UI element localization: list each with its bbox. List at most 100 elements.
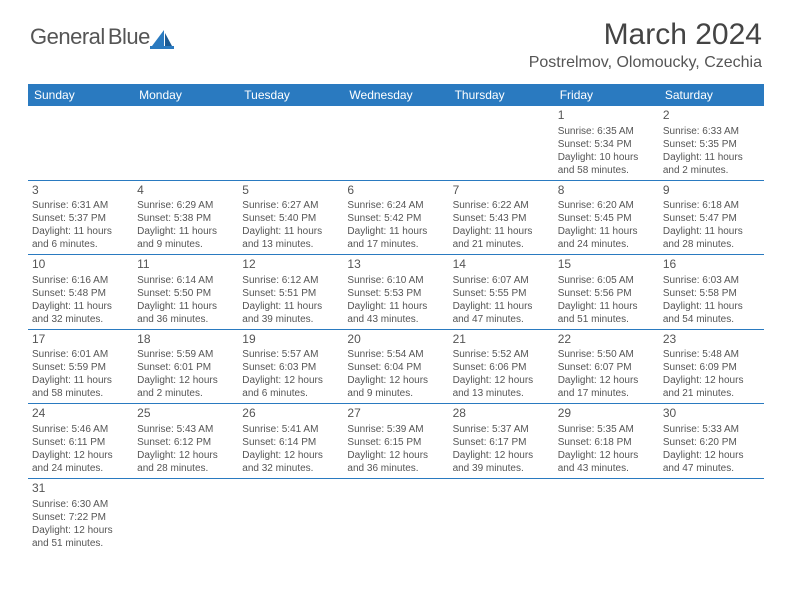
day-cell: 14Sunrise: 6:07 AMSunset: 5:55 PMDayligh… xyxy=(449,255,554,329)
day-number: 16 xyxy=(663,257,760,273)
day-number: 3 xyxy=(32,183,129,199)
sunrise-text: Sunrise: 6:20 AM xyxy=(558,199,655,212)
title-block: March 2024 Postrelmov, Olomoucky, Czechi… xyxy=(529,18,762,72)
sunrise-text: Sunrise: 6:05 AM xyxy=(558,274,655,287)
sunset-text: Sunset: 6:01 PM xyxy=(137,361,234,374)
sunset-text: Sunset: 5:47 PM xyxy=(663,212,760,225)
day-number: 4 xyxy=(137,183,234,199)
logo-word-general: General xyxy=(30,24,105,49)
day-cell: 13Sunrise: 6:10 AMSunset: 5:53 PMDayligh… xyxy=(343,255,448,329)
week-row: 10Sunrise: 6:16 AMSunset: 5:48 PMDayligh… xyxy=(28,255,764,330)
sunrise-text: Sunrise: 5:41 AM xyxy=(242,423,339,436)
sunrise-text: Sunrise: 6:14 AM xyxy=(137,274,234,287)
daylight-text: Daylight: 11 hours and 47 minutes. xyxy=(453,300,550,326)
sunrise-text: Sunrise: 6:12 AM xyxy=(242,274,339,287)
daylight-text: Daylight: 11 hours and 6 minutes. xyxy=(32,225,129,251)
day-cell: 22Sunrise: 5:50 AMSunset: 6:07 PMDayligh… xyxy=(554,330,659,404)
day-cell: 21Sunrise: 5:52 AMSunset: 6:06 PMDayligh… xyxy=(449,330,554,404)
day-number: 20 xyxy=(347,332,444,348)
daylight-text: Daylight: 11 hours and 51 minutes. xyxy=(558,300,655,326)
day-number: 12 xyxy=(242,257,339,273)
sunrise-text: Sunrise: 5:43 AM xyxy=(137,423,234,436)
daylight-text: Daylight: 12 hours and 28 minutes. xyxy=(137,449,234,475)
day-number: 29 xyxy=(558,406,655,422)
day-cell: 2Sunrise: 6:33 AMSunset: 5:35 PMDaylight… xyxy=(659,106,764,180)
brand-logo: General Blue xyxy=(30,18,176,50)
sunset-text: Sunset: 6:17 PM xyxy=(453,436,550,449)
day-number: 23 xyxy=(663,332,760,348)
sunset-text: Sunset: 6:04 PM xyxy=(347,361,444,374)
day-cell xyxy=(449,106,554,180)
day-cell: 24Sunrise: 5:46 AMSunset: 6:11 PMDayligh… xyxy=(28,404,133,478)
day-cell: 23Sunrise: 5:48 AMSunset: 6:09 PMDayligh… xyxy=(659,330,764,404)
sunrise-text: Sunrise: 6:24 AM xyxy=(347,199,444,212)
sunset-text: Sunset: 5:45 PM xyxy=(558,212,655,225)
sunset-text: Sunset: 5:58 PM xyxy=(663,287,760,300)
day-cell: 1Sunrise: 6:35 AMSunset: 5:34 PMDaylight… xyxy=(554,106,659,180)
weekday-wednesday: Wednesday xyxy=(343,84,448,106)
sunrise-text: Sunrise: 5:52 AM xyxy=(453,348,550,361)
day-number: 5 xyxy=(242,183,339,199)
sunrise-text: Sunrise: 6:31 AM xyxy=(32,199,129,212)
daylight-text: Daylight: 11 hours and 28 minutes. xyxy=(663,225,760,251)
daylight-text: Daylight: 10 hours and 58 minutes. xyxy=(558,151,655,177)
day-cell: 6Sunrise: 6:24 AMSunset: 5:42 PMDaylight… xyxy=(343,181,448,255)
daylight-text: Daylight: 12 hours and 2 minutes. xyxy=(137,374,234,400)
day-cell: 31Sunrise: 6:30 AMSunset: 7:22 PMDayligh… xyxy=(28,479,133,553)
sunrise-text: Sunrise: 5:54 AM xyxy=(347,348,444,361)
sunrise-text: Sunrise: 6:30 AM xyxy=(32,498,129,511)
daylight-text: Daylight: 12 hours and 21 minutes. xyxy=(663,374,760,400)
day-number: 7 xyxy=(453,183,550,199)
daylight-text: Daylight: 12 hours and 47 minutes. xyxy=(663,449,760,475)
daylight-text: Daylight: 12 hours and 9 minutes. xyxy=(347,374,444,400)
sunset-text: Sunset: 5:50 PM xyxy=(137,287,234,300)
sunrise-text: Sunrise: 5:57 AM xyxy=(242,348,339,361)
day-cell: 30Sunrise: 5:33 AMSunset: 6:20 PMDayligh… xyxy=(659,404,764,478)
weeks-container: 1Sunrise: 6:35 AMSunset: 5:34 PMDaylight… xyxy=(28,106,764,553)
sunset-text: Sunset: 5:53 PM xyxy=(347,287,444,300)
sunrise-text: Sunrise: 6:16 AM xyxy=(32,274,129,287)
week-row: 3Sunrise: 6:31 AMSunset: 5:37 PMDaylight… xyxy=(28,181,764,256)
day-number: 24 xyxy=(32,406,129,422)
day-cell xyxy=(238,479,343,553)
day-number: 27 xyxy=(347,406,444,422)
logo-word-blue: Blue xyxy=(108,24,150,49)
day-number: 15 xyxy=(558,257,655,273)
day-cell: 16Sunrise: 6:03 AMSunset: 5:58 PMDayligh… xyxy=(659,255,764,329)
sunset-text: Sunset: 6:07 PM xyxy=(558,361,655,374)
sunrise-text: Sunrise: 6:01 AM xyxy=(32,348,129,361)
day-cell: 5Sunrise: 6:27 AMSunset: 5:40 PMDaylight… xyxy=(238,181,343,255)
day-cell: 15Sunrise: 6:05 AMSunset: 5:56 PMDayligh… xyxy=(554,255,659,329)
sunset-text: Sunset: 6:11 PM xyxy=(32,436,129,449)
calendar-grid: Sunday Monday Tuesday Wednesday Thursday… xyxy=(28,84,764,553)
daylight-text: Daylight: 11 hours and 58 minutes. xyxy=(32,374,129,400)
sunrise-text: Sunrise: 5:59 AM xyxy=(137,348,234,361)
day-cell: 26Sunrise: 5:41 AMSunset: 6:14 PMDayligh… xyxy=(238,404,343,478)
sunset-text: Sunset: 6:12 PM xyxy=(137,436,234,449)
sunset-text: Sunset: 6:20 PM xyxy=(663,436,760,449)
sunset-text: Sunset: 5:48 PM xyxy=(32,287,129,300)
sunrise-text: Sunrise: 6:10 AM xyxy=(347,274,444,287)
weekday-friday: Friday xyxy=(554,84,659,106)
sunrise-text: Sunrise: 6:33 AM xyxy=(663,125,760,138)
sunrise-text: Sunrise: 6:07 AM xyxy=(453,274,550,287)
day-number: 1 xyxy=(558,108,655,124)
sunrise-text: Sunrise: 5:46 AM xyxy=(32,423,129,436)
sunset-text: Sunset: 6:14 PM xyxy=(242,436,339,449)
daylight-text: Daylight: 11 hours and 2 minutes. xyxy=(663,151,760,177)
day-cell xyxy=(28,106,133,180)
daylight-text: Daylight: 12 hours and 24 minutes. xyxy=(32,449,129,475)
day-number: 28 xyxy=(453,406,550,422)
logo-text: General Blue xyxy=(30,26,150,48)
daylight-text: Daylight: 12 hours and 51 minutes. xyxy=(32,524,129,550)
day-number: 31 xyxy=(32,481,129,497)
sunrise-text: Sunrise: 6:35 AM xyxy=(558,125,655,138)
sunrise-text: Sunrise: 6:03 AM xyxy=(663,274,760,287)
daylight-text: Daylight: 12 hours and 32 minutes. xyxy=(242,449,339,475)
day-cell xyxy=(659,479,764,553)
sunrise-text: Sunrise: 5:37 AM xyxy=(453,423,550,436)
sunrise-text: Sunrise: 5:50 AM xyxy=(558,348,655,361)
sunset-text: Sunset: 6:03 PM xyxy=(242,361,339,374)
daylight-text: Daylight: 12 hours and 13 minutes. xyxy=(453,374,550,400)
day-number: 21 xyxy=(453,332,550,348)
